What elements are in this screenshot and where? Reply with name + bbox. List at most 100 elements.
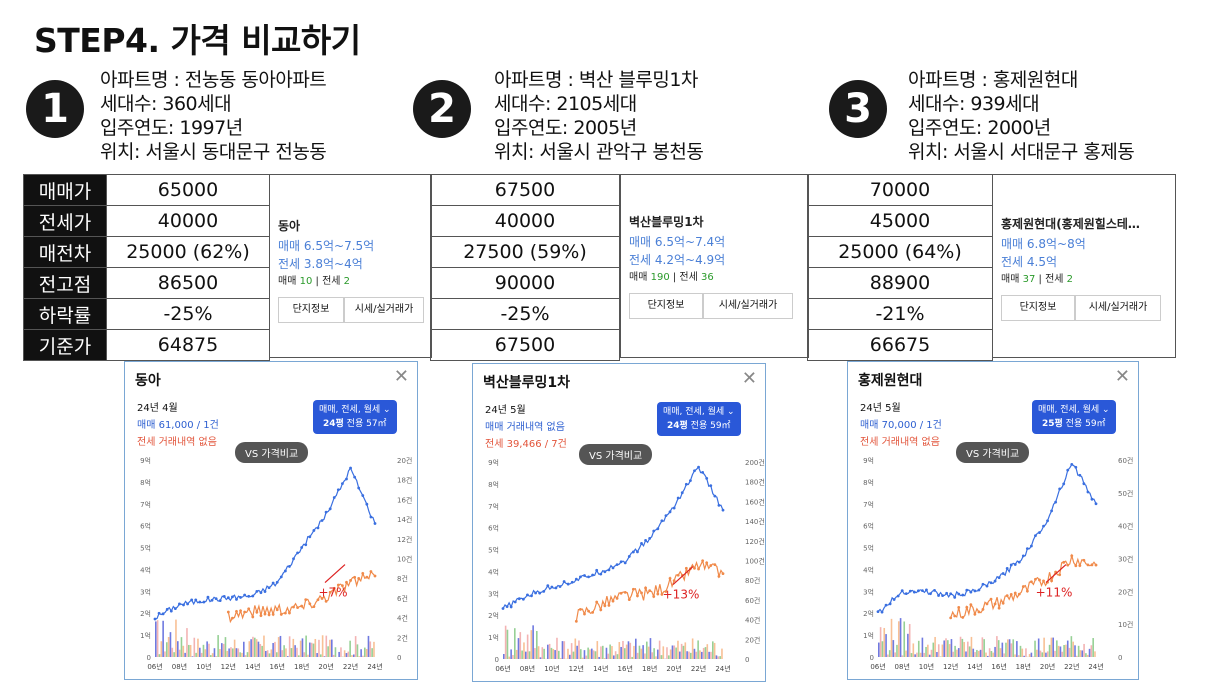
volume-bar <box>364 647 366 657</box>
sale-point <box>689 479 692 483</box>
volume-bar <box>609 644 611 659</box>
jeonse-point <box>312 605 316 608</box>
count-label: 매매 <box>629 272 648 283</box>
sale-point <box>1021 554 1025 558</box>
y-tick-left: 8억 <box>140 479 151 487</box>
listing-card-3[interactable]: 홍제원현대(홍제원힐스테… 매매 6.8억~8억 전세 4.5억 매매 37 |… <box>992 174 1176 358</box>
sale-point <box>320 519 324 522</box>
vs-compare-button[interactable]: VS 가격비교 <box>579 444 653 465</box>
sale-point <box>660 519 664 523</box>
volume-bar <box>613 655 615 659</box>
volume-bar <box>1050 637 1053 657</box>
volume-bar <box>952 651 955 657</box>
price-history-button[interactable]: 시세/실거래가 <box>1075 295 1161 321</box>
volume-bar <box>715 655 718 659</box>
y-tick-right: 200건 <box>745 458 765 467</box>
volume-bar <box>180 637 183 657</box>
type-filter-dropdown[interactable]: 매매, 전세, 월세 ⌄ 24평 전용 59㎡ <box>657 402 741 436</box>
sale-point <box>345 477 348 481</box>
volume-bar <box>298 655 300 657</box>
listing-card-2[interactable]: 벽산블루밍1차 매매 6.5억~7.4억 전세 4.2억~4.9억 매매 190… <box>620 174 809 358</box>
count-label: 전세 <box>322 276 341 287</box>
volume-bar <box>605 647 608 659</box>
volume-bar <box>974 652 976 657</box>
sale-point <box>701 470 705 474</box>
volume-bar <box>536 631 538 659</box>
sale-point <box>579 575 582 579</box>
x-tick: 24년 <box>715 664 730 673</box>
sale-point <box>283 569 287 573</box>
jeonse-point <box>599 608 603 612</box>
volume-bar <box>503 653 505 659</box>
volume-bar <box>1039 650 1042 657</box>
volume-bar <box>347 651 350 657</box>
vs-compare-button[interactable]: VS 가격비교 <box>956 442 1030 463</box>
sale-point <box>513 600 517 604</box>
volume-bar <box>532 625 534 659</box>
volume-bar <box>633 645 635 659</box>
volume-bar <box>1088 648 1091 657</box>
sale-point <box>308 535 312 539</box>
volume-bar <box>184 652 186 657</box>
complex-info-button[interactable]: 단지정보 <box>1001 295 1075 321</box>
close-icon[interactable]: ✕ <box>741 368 757 389</box>
sale-point <box>243 593 247 597</box>
volume-bar <box>276 652 278 657</box>
price-history-button[interactable]: 시세/실거래가 <box>344 297 424 323</box>
jeonse-point <box>308 602 312 606</box>
jeonse-point <box>636 594 639 598</box>
volume-bar <box>1057 645 1060 657</box>
sale-point <box>1054 500 1058 504</box>
volume-bar <box>321 635 324 657</box>
jeonse-point <box>296 606 299 610</box>
volume-bar <box>318 639 320 657</box>
sale-point <box>1082 482 1086 486</box>
jeonse-point <box>985 602 989 606</box>
jeonse-point <box>697 567 700 571</box>
card-name: 동아 <box>278 219 301 233</box>
close-icon[interactable]: ✕ <box>393 366 409 387</box>
sale-point <box>304 543 308 547</box>
sale-point <box>530 594 533 598</box>
sale-point <box>611 566 615 570</box>
x-tick: 06년 <box>495 664 510 673</box>
sale-point <box>693 469 696 473</box>
comparison-table-2: 67500 40000 27500 (59%) 90000 -25% 67500 <box>430 174 620 361</box>
volume-bar <box>572 651 575 659</box>
vs-compare-button[interactable]: VS 가격비교 <box>235 442 309 463</box>
jeonse-point <box>373 574 377 578</box>
price-history-button[interactable]: 시세/실거래가 <box>703 293 793 319</box>
volume-bar <box>312 643 315 657</box>
type-filter-dropdown[interactable]: 매매, 전세, 월세 ⌄ 24평 전용 57㎡ <box>313 400 397 434</box>
type-filter-dropdown[interactable]: 매매, 전세, 월세 ⌄ 25평 전용 59㎡ <box>1032 400 1116 434</box>
sale-point <box>623 561 627 565</box>
volume-bar <box>279 635 282 657</box>
volume-bar <box>638 645 641 659</box>
complex-info-button[interactable]: 단지정보 <box>278 297 344 323</box>
jeonse-point <box>961 616 965 619</box>
apartment-year: 입주연도: 2005년 <box>494 117 637 139</box>
sale-point <box>570 580 574 584</box>
close-icon[interactable]: ✕ <box>1114 366 1130 387</box>
listing-card-1[interactable]: 동아 매매 6.5억~7.5억 전세 3.8억~4억 매매 10 | 전세 2 … <box>269 174 432 358</box>
volume-bar <box>320 654 322 657</box>
comparison-table-3: 70000 45000 25000 (64%) 88900 -21% 66675 <box>807 174 993 361</box>
y-tick-left: 3억 <box>488 590 499 598</box>
card-rent-range: 전세 3.8억~4억 <box>278 257 363 271</box>
sale-point <box>296 551 299 555</box>
jeonse-point <box>239 609 242 613</box>
volume-bar <box>327 646 329 657</box>
volume-bar <box>976 649 978 657</box>
volume-bar <box>985 652 987 657</box>
sale-point <box>554 586 558 590</box>
volume-bar <box>362 655 364 657</box>
y-tick-right: 40건 <box>745 616 760 625</box>
volume-bar <box>899 618 902 657</box>
sale-point <box>1038 531 1041 534</box>
jeonse-point <box>345 580 348 584</box>
volume-bar <box>592 650 595 659</box>
jeonse-point <box>1070 554 1074 558</box>
complex-info-button[interactable]: 단지정보 <box>629 293 703 319</box>
filter-label: 매매, 전세, 월세 ⌄ <box>1038 405 1110 415</box>
volume-bar <box>259 644 262 657</box>
